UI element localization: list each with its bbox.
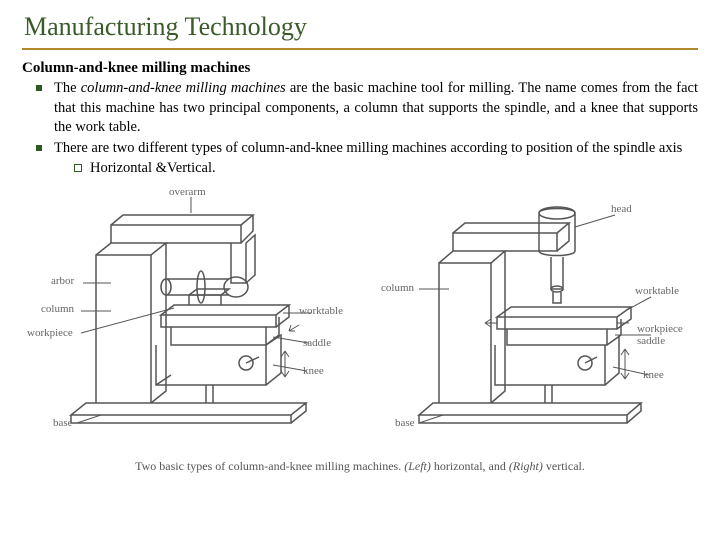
label-workpiece-saddle: workpiece saddle (637, 323, 683, 347)
bullet-text: There are two different types of column-… (54, 140, 682, 156)
label-base-left: base (53, 417, 73, 429)
label-workpiece: workpiece (27, 327, 73, 339)
sub-bullet-list: Horizontal &Vertical. (54, 159, 698, 179)
figures-row: overarm arbor column workpiece worktable… (22, 185, 698, 455)
caption-right-i: (Right) (509, 459, 543, 473)
label-column-left: column (41, 303, 74, 315)
caption-pre: Two basic types of column-and-knee milli… (135, 459, 404, 473)
label-worktable-right: worktable (635, 285, 679, 297)
label-arbor: arbor (51, 275, 74, 287)
label-column-right: column (381, 282, 414, 294)
bullet-text-italic: column-and-knee milling machines (81, 80, 286, 96)
label-base-right: base (395, 417, 415, 429)
label-knee-left: knee (303, 365, 324, 377)
bullet-list: The column-and-knee milling machines are… (22, 79, 698, 179)
caption-post: vertical. (543, 459, 585, 473)
label-head: head (611, 203, 632, 215)
figure-caption: Two basic types of column-and-knee milli… (22, 459, 698, 474)
bullet-item: The column-and-knee milling machines are… (36, 79, 698, 138)
vertical-machine-svg (379, 185, 679, 445)
page-title: Manufacturing Technology (22, 8, 698, 50)
bullet-item: There are two different types of column-… (36, 139, 698, 179)
label-knee-right: knee (643, 369, 664, 381)
label-overarm: overarm (169, 186, 206, 198)
caption-mid: horizontal, and (431, 459, 509, 473)
subtitle: Column-and-knee milling machines (22, 60, 698, 77)
caption-left-i: (Left) (404, 459, 431, 473)
bullet-text-prefix: The (54, 80, 81, 96)
horizontal-machine-svg (41, 185, 341, 445)
label-worktable-left: worktable (299, 305, 343, 317)
sub-bullet-item: Horizontal &Vertical. (74, 159, 698, 179)
figure-horizontal: overarm arbor column workpiece worktable… (41, 185, 341, 445)
figure-vertical: head column worktable workpiece saddle k… (379, 185, 679, 445)
label-saddle: saddle (303, 337, 331, 349)
